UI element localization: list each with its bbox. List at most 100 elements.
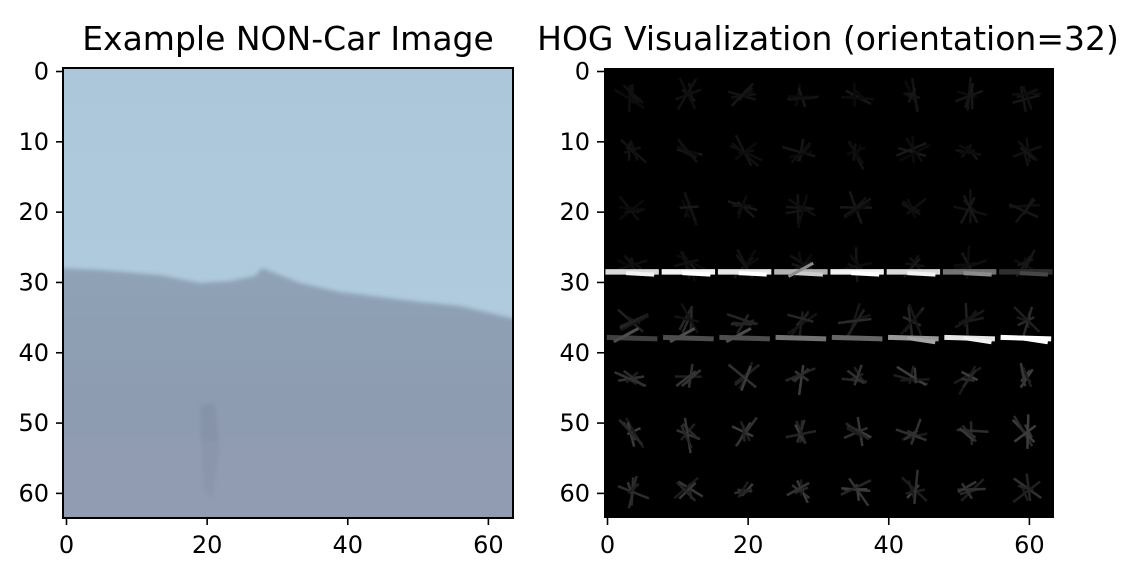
hog-gradient-stroke [798, 138, 805, 162]
y-tick-label: 0 [575, 58, 590, 86]
hog-gradient-stroke [787, 198, 817, 217]
x-tick-label: 40 [332, 531, 363, 559]
hog-gradient-stroke [795, 420, 808, 445]
hog-gradient-stroke [740, 365, 753, 392]
x-tick-label: 0 [600, 531, 615, 559]
hog-gradient-stroke [910, 77, 919, 113]
left-axes-frame [62, 67, 514, 519]
hog-gradient-stroke [1019, 362, 1027, 387]
hog-gradient-stroke [1026, 414, 1030, 449]
x-tick-label: 20 [192, 531, 223, 559]
hog-gradient-stroke [622, 84, 644, 104]
hog-gradient-stroke [673, 258, 699, 268]
hog-gradient-stroke [854, 144, 862, 161]
y-tick-label: 40 [559, 339, 590, 367]
hog-gradient-stroke [843, 197, 872, 218]
y-tick-label: 10 [18, 128, 49, 156]
hog-gradient-stroke [680, 424, 693, 449]
hog-gradient-stroke [837, 317, 872, 325]
hog-gradient-stroke [953, 261, 980, 268]
hog-gradient-stroke [730, 82, 754, 107]
hog-gradient-stroke [794, 271, 824, 277]
left-panel-title: Example NON-Car Image [82, 19, 494, 58]
hog-gradient-stroke [788, 150, 813, 159]
hog-gradient-stroke [900, 476, 928, 503]
hog-gradient-stroke [786, 481, 810, 497]
hog-gradient-stroke [906, 92, 921, 100]
hog-background [604, 68, 1054, 518]
hog-gradient-stroke [907, 303, 923, 337]
hog-gradient-stroke [624, 208, 644, 214]
hog-gradient-stroke [727, 363, 757, 389]
hog-gradient-stroke [846, 146, 866, 156]
hog-gradient-stroke [683, 417, 692, 454]
hog-gradient-stroke [1013, 424, 1037, 443]
hog-gradient-stroke [956, 90, 978, 99]
hog-gradient-stroke [895, 428, 927, 442]
hog-gradient-stroke [669, 327, 696, 344]
hog-gradient-stroke [966, 76, 972, 111]
hog-gradient-stroke [961, 424, 978, 443]
hog-gradient-stroke [613, 327, 640, 344]
x-tick-label: 0 [59, 531, 74, 559]
hog-gradient-stroke [958, 144, 979, 156]
hog-gradient-stroke [846, 201, 871, 218]
y-tick-label: 40 [18, 339, 49, 367]
hog-gradient-stroke [962, 369, 977, 388]
hog-gradient-stroke [786, 205, 812, 210]
hog-gradient-stroke [963, 336, 992, 345]
hog-gradient-stroke [725, 327, 752, 344]
hog-gradient-stroke [831, 334, 883, 342]
hog-gradient-stroke [895, 141, 927, 157]
hog-gradient-stroke [841, 95, 874, 101]
hog-gradient-stroke [788, 95, 812, 99]
hog-gradient-stroke [959, 196, 976, 225]
hog-gradient-stroke [719, 334, 771, 342]
hog-gradient-stroke [785, 207, 815, 215]
hog-visualization-panel: HOG Visualization (orientation=32) 0 20 40… [537, 19, 1119, 559]
hog-gradient-stroke [901, 200, 921, 213]
hog-gradient-stroke [613, 88, 646, 110]
hog-gradient-stroke [1019, 336, 1049, 345]
hog-gradient-stroke [840, 479, 872, 496]
hog-gradient-stroke [1017, 258, 1034, 267]
hog-gradient-stroke [627, 482, 640, 495]
hog-gradient-stroke [787, 261, 814, 278]
x-tick-label: 20 [733, 531, 764, 559]
hog-gradient-stroke [676, 138, 699, 164]
hog-gradient-stroke [794, 486, 809, 495]
right-axis-ticks: 0 20 40 60 0 10 20 30 40 50 60 [559, 58, 1044, 559]
y-tick-label: 30 [559, 268, 590, 296]
hog-gradient-stroke [1012, 480, 1041, 504]
hog-gradient-stroke [678, 481, 697, 500]
x-tick-label: 60 [473, 531, 504, 559]
hog-gradient-stroke [681, 199, 691, 219]
hog-gradient-stroke [1008, 203, 1039, 219]
hog-gradient-stroke [617, 308, 644, 333]
hog-gradient-stroke [1021, 306, 1034, 339]
hog-gradient-stroke [681, 422, 699, 440]
hog-gradient-stroke [787, 313, 814, 323]
y-tick-label: 60 [559, 479, 590, 507]
y-tick-label: 60 [18, 479, 49, 507]
y-tick-label: 50 [559, 409, 590, 437]
hog-gradient-stroke [734, 134, 753, 167]
hog-gradient-stroke [954, 89, 984, 103]
original-image-panel: Example NON-Car Image 0 20 40 60 0 10 20 30 40 50… [18, 19, 514, 559]
hog-gradient-stroke [896, 365, 927, 387]
hog-gradient-stroke [1017, 316, 1035, 327]
hog-gradient-stroke [726, 312, 757, 326]
hog-gradient-stroke [794, 84, 802, 107]
y-tick-label: 20 [559, 198, 590, 226]
hog-gradient-stroke [775, 334, 827, 342]
hog-gradient-stroke [674, 315, 700, 324]
hog-gradient-stroke [613, 371, 647, 388]
hog-gradient-stroke [675, 88, 702, 101]
hog-gradient-stroke [845, 422, 870, 441]
hog-gradient-stroke [682, 271, 711, 277]
hog-gradient-stroke [1022, 85, 1033, 111]
hog-gradient-stroke [1019, 85, 1028, 113]
hog-gradient-stroke [1012, 92, 1042, 96]
hog-gradient-stroke [853, 364, 863, 386]
